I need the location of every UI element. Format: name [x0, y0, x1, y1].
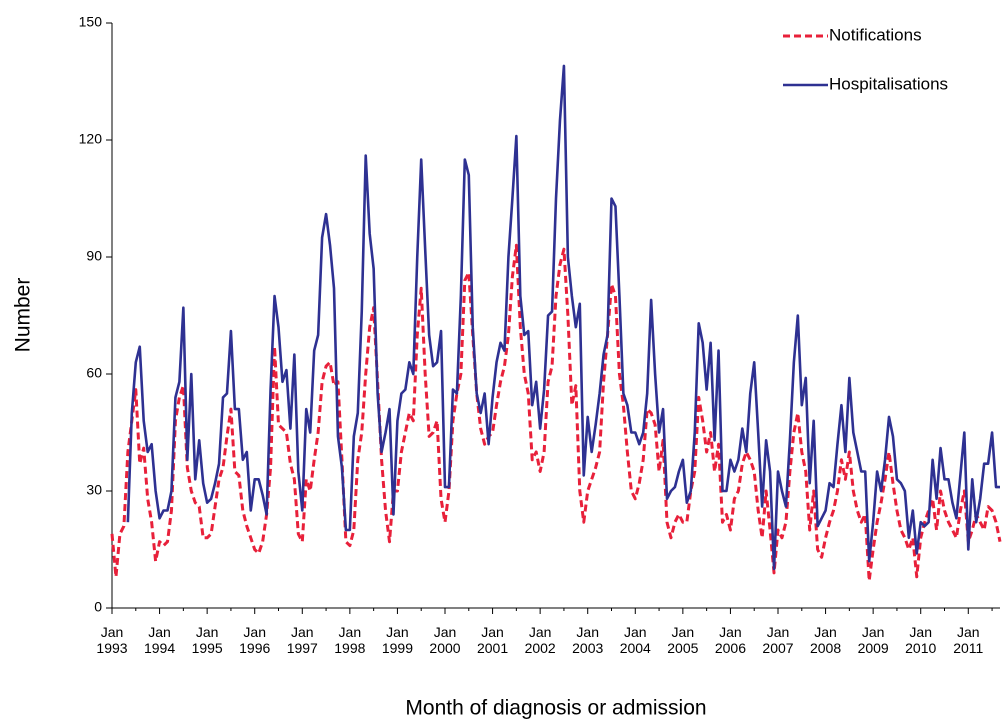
x-tick-label: Jan 1995 — [191, 624, 223, 656]
x-tick-label: Jan 2010 — [905, 624, 937, 656]
x-tick-label: Jan 2003 — [572, 624, 604, 656]
x-tick-label: Jan 1997 — [286, 624, 318, 656]
x-tick-label: Jan 2001 — [476, 624, 509, 656]
y-axis-title: Number — [12, 278, 35, 353]
series-line — [110, 243, 1002, 583]
x-tick-label: Jan 2011 — [953, 624, 984, 656]
series-line — [126, 64, 1000, 571]
legend-label: Notifications — [829, 25, 922, 44]
x-tick-label: Jan 1994 — [143, 624, 176, 656]
y-tick-label: 120 — [79, 131, 103, 147]
y-tick-label: 150 — [79, 14, 103, 30]
x-tick-label: Jan 2008 — [809, 624, 842, 656]
x-tick-label: Jan 2006 — [714, 624, 746, 656]
x-tick-label: Jan 2009 — [857, 624, 889, 656]
y-tick-label: 90 — [86, 248, 102, 264]
x-tick-label: Jan 2004 — [619, 624, 651, 656]
y-tick-label: 30 — [86, 482, 102, 498]
x-tick-label: Jan 1999 — [381, 624, 413, 656]
x-tick-label: Jan 2005 — [667, 624, 699, 656]
x-tick-label: Jan 1996 — [239, 624, 271, 656]
y-tick-label: 0 — [94, 599, 102, 615]
x-tick-label: Jan 1993 — [96, 624, 128, 656]
x-tick-label: Jan 1998 — [334, 624, 366, 656]
y-tick-label: 60 — [86, 365, 102, 381]
x-axis-title: Month of diagnosis or admission — [405, 697, 706, 720]
x-tick-label: Jan 2007 — [762, 624, 794, 656]
x-tick-label: Jan 2002 — [524, 624, 556, 656]
legend-label: Hospitalisations — [829, 74, 948, 93]
x-tick-label: Jan 2000 — [429, 624, 461, 656]
